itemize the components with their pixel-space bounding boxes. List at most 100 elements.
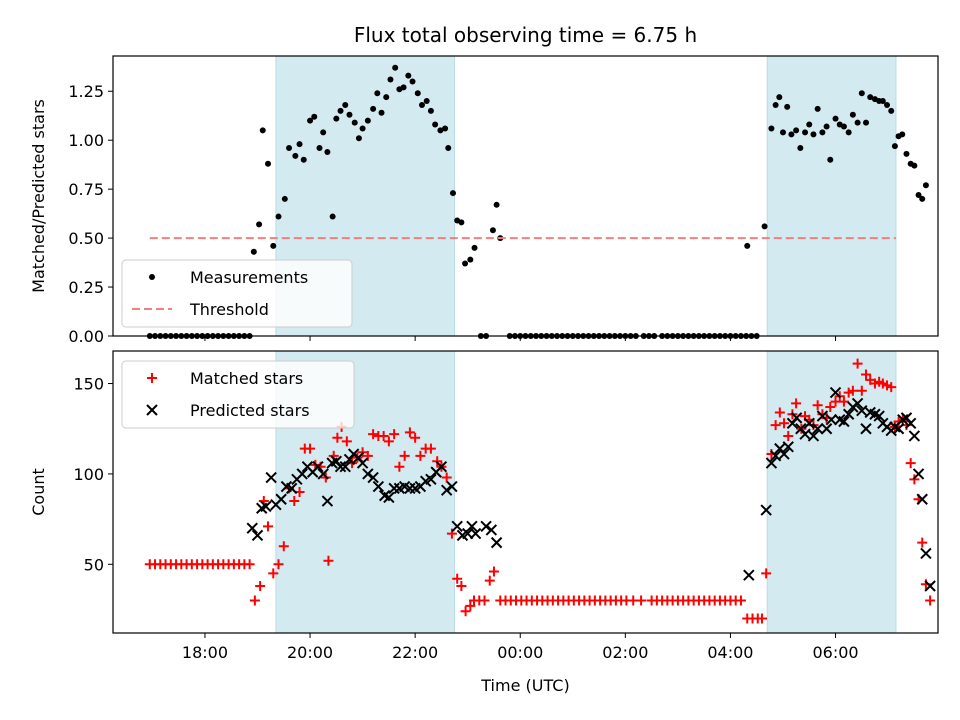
data-point bbox=[317, 468, 329, 480]
data-point bbox=[915, 192, 922, 199]
data-point bbox=[744, 242, 751, 249]
data-point bbox=[270, 242, 277, 249]
data-point bbox=[802, 129, 809, 136]
data-point bbox=[260, 500, 272, 513]
legend-box bbox=[121, 259, 353, 328]
data-point bbox=[251, 529, 264, 542]
data-point bbox=[908, 430, 921, 442]
data-point bbox=[265, 160, 272, 167]
data-point bbox=[307, 117, 314, 124]
data-point bbox=[471, 244, 478, 251]
y-tick-label: 0.50 bbox=[68, 229, 104, 248]
data-point bbox=[832, 115, 839, 122]
data-point bbox=[462, 260, 469, 267]
data-point bbox=[845, 129, 852, 136]
data-point bbox=[423, 98, 430, 105]
legend-label: Matched stars bbox=[190, 369, 303, 388]
data-point bbox=[273, 559, 284, 570]
data-point bbox=[292, 152, 299, 159]
chart-title: Flux total observing time = 6.75 h bbox=[354, 23, 697, 47]
data-point bbox=[346, 111, 353, 118]
data-point bbox=[916, 493, 928, 505]
data-point bbox=[899, 131, 906, 138]
x-tick-label: 04:00 bbox=[707, 643, 753, 662]
data-point bbox=[761, 568, 772, 579]
data-point bbox=[743, 569, 755, 581]
data-point bbox=[278, 541, 289, 552]
data-point bbox=[490, 536, 503, 549]
data-point bbox=[810, 131, 817, 138]
data-point bbox=[452, 573, 463, 584]
data-point bbox=[761, 223, 768, 230]
data-point bbox=[849, 111, 856, 118]
data-point bbox=[922, 182, 929, 189]
data-point bbox=[863, 119, 870, 126]
data-point bbox=[860, 423, 872, 435]
data-point bbox=[441, 472, 452, 483]
data-point bbox=[275, 493, 287, 505]
data-point bbox=[323, 555, 334, 566]
series-measurements bbox=[146, 64, 929, 339]
data-point bbox=[321, 495, 334, 507]
data-point bbox=[854, 119, 861, 126]
observing-window-shade bbox=[766, 55, 897, 337]
data-point bbox=[811, 423, 824, 435]
data-point bbox=[756, 613, 767, 624]
data-point bbox=[342, 101, 349, 108]
data-point bbox=[920, 547, 932, 560]
y-tick-label: 1.00 bbox=[68, 131, 104, 150]
data-point bbox=[776, 94, 783, 101]
data-point bbox=[919, 195, 926, 202]
data-point bbox=[296, 141, 303, 148]
data-point bbox=[905, 458, 916, 469]
data-point bbox=[847, 385, 858, 396]
data-point bbox=[892, 423, 905, 435]
x-tick-label: 20:00 bbox=[287, 643, 333, 662]
data-point bbox=[458, 219, 465, 226]
data-point bbox=[250, 248, 257, 255]
data-point bbox=[489, 227, 496, 234]
data-point bbox=[275, 213, 282, 220]
data-point bbox=[879, 98, 886, 105]
data-point bbox=[884, 101, 891, 108]
data-point bbox=[394, 461, 405, 472]
y-axis-label: Count bbox=[29, 468, 48, 516]
data-point bbox=[891, 143, 898, 150]
data-point bbox=[479, 595, 490, 606]
data-point bbox=[351, 119, 358, 126]
data-point bbox=[404, 427, 415, 438]
y-tick-label: 150 bbox=[73, 375, 104, 394]
data-point bbox=[437, 127, 444, 134]
data-point bbox=[803, 417, 815, 430]
data-point bbox=[765, 457, 778, 469]
legend-label: Threshold bbox=[189, 300, 269, 319]
x-tick-label: 22:00 bbox=[392, 643, 438, 662]
data-point bbox=[782, 441, 794, 453]
data-point bbox=[888, 107, 895, 114]
data-point bbox=[912, 468, 925, 480]
legend-label: Measurements bbox=[190, 268, 308, 287]
data-point bbox=[856, 385, 867, 396]
data-point bbox=[440, 484, 453, 496]
data-point bbox=[415, 450, 426, 461]
data-point bbox=[790, 412, 803, 424]
data-point bbox=[735, 595, 746, 606]
data-point bbox=[300, 156, 307, 163]
data-point bbox=[819, 129, 826, 136]
data-point bbox=[329, 213, 336, 220]
data-point bbox=[784, 103, 791, 110]
data-point bbox=[364, 117, 371, 124]
data-point bbox=[820, 423, 833, 435]
data-point bbox=[374, 90, 381, 97]
data-point bbox=[400, 84, 407, 91]
data-point bbox=[467, 256, 474, 263]
data-point bbox=[259, 127, 266, 134]
data-point bbox=[484, 575, 495, 586]
data-point bbox=[769, 450, 782, 462]
axes-frame bbox=[112, 350, 939, 634]
data-point bbox=[332, 432, 343, 443]
data-point bbox=[378, 109, 385, 116]
data-point bbox=[840, 123, 847, 130]
data-point bbox=[791, 398, 802, 409]
data-point bbox=[372, 480, 385, 493]
